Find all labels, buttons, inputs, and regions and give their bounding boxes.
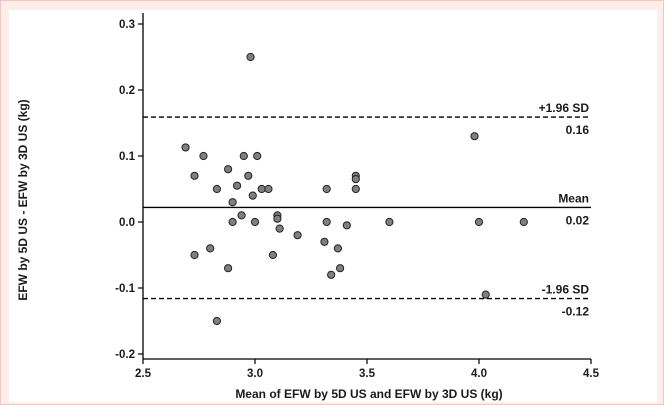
y-tick-label: -0.1 [115,283,135,295]
data-point [333,244,342,253]
data-point [212,316,222,326]
reference-line-value: 0.02 [566,213,590,227]
reference-line-value: 0.16 [566,123,590,137]
data-point [224,264,233,273]
x-tick-label: 3.0 [247,368,263,380]
data-point [385,217,394,227]
data-point [250,217,260,227]
data-point [322,184,331,194]
axes: -0.2 -0.1 0.0 0.1 0.2 0.3 2.5 3.0 3.5 4.0 4.5 [115,13,600,380]
data-point [481,290,490,299]
data-point [474,217,484,227]
data-point [273,214,282,223]
y-axis-title: EFW by 5D US - EFW by 3D US (kg) [16,99,30,300]
data-point [275,224,284,233]
reference-lines: +1.96 SD 0.16 Mean 0.02 -1.96 SD -0.12 [143,101,591,319]
data-point [268,250,278,260]
y-tick-label: 0.2 [119,85,135,97]
data-point [342,221,351,230]
data-point [248,191,257,200]
reference-line-name: -1.96 SD [542,283,590,297]
data-point [232,181,242,190]
data-point [470,132,479,141]
data-point [224,165,233,174]
data-point [264,184,273,194]
y-tick-label: -0.2 [115,349,135,361]
data-point [239,151,248,161]
data-point [181,143,190,152]
data-point [351,184,360,194]
data-point [199,151,208,161]
data-point [293,231,302,240]
data-point [322,217,331,227]
data-point [327,270,336,279]
x-tick-label: 4.0 [471,368,487,380]
data-point [190,250,199,260]
reference-line-name: Mean [558,191,589,205]
data-point [244,171,253,180]
x-axis-title: Mean of EFW by 5D US and EFW by 3D US (k… [235,387,502,401]
data-point [228,198,237,207]
data-point [212,184,222,194]
reference-line-value: -0.12 [562,305,590,319]
data-point [206,244,215,253]
data-point [237,211,246,220]
y-tick-label: 0.1 [119,151,136,163]
y-tick-label: 0.0 [119,217,135,229]
data-point [257,184,266,194]
data-point [228,217,237,227]
reference-line-name: +1.96 SD [539,101,590,115]
data-points [181,52,528,326]
data-point [336,264,345,273]
x-tick-label: 4.5 [583,368,600,380]
data-point [190,171,199,180]
x-tick-label: 3.5 [359,368,376,380]
labels: Mean of EFW by 5D US and EFW by 3D US (k… [16,99,503,401]
data-point [519,217,528,227]
y-tick-label: 0.3 [119,19,135,31]
data-point [320,237,329,246]
x-tick-label: 2.5 [135,368,152,380]
bland-altman-plot: -0.2 -0.1 0.0 0.1 0.2 0.3 2.5 3.0 3.5 4.0 4.5 +1.9… [16,13,600,401]
data-point [246,52,255,62]
data-point [253,151,262,161]
chart-panel: -0.2 -0.1 0.0 0.1 0.2 0.3 2.5 3.0 3.5 4.0 4.5 +1.9… [9,10,657,402]
data-point [351,175,360,184]
